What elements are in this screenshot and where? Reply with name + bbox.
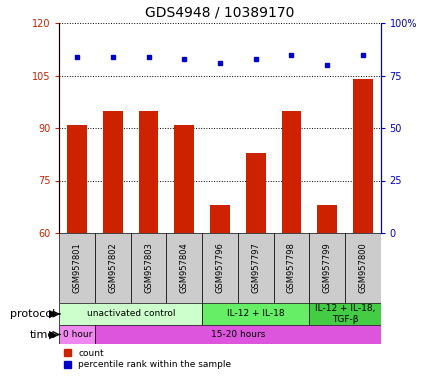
FancyBboxPatch shape — [95, 325, 381, 344]
FancyBboxPatch shape — [59, 233, 95, 303]
Bar — [139, 111, 158, 233]
FancyBboxPatch shape — [309, 233, 345, 303]
FancyBboxPatch shape — [131, 233, 166, 303]
Text: GSM957802: GSM957802 — [108, 243, 117, 293]
FancyBboxPatch shape — [95, 233, 131, 303]
FancyBboxPatch shape — [59, 303, 202, 325]
Bar — [175, 124, 194, 233]
FancyBboxPatch shape — [309, 303, 381, 325]
Text: GSM957803: GSM957803 — [144, 243, 153, 293]
FancyBboxPatch shape — [238, 233, 274, 303]
Legend: count, percentile rank within the sample: count, percentile rank within the sample — [64, 349, 231, 369]
Bar — [353, 79, 373, 233]
Text: ▶: ▶ — [49, 309, 57, 319]
Text: IL-12 + IL-18,
TGF-β: IL-12 + IL-18, TGF-β — [315, 304, 375, 324]
Text: GDS4948 / 10389170: GDS4948 / 10389170 — [145, 5, 295, 19]
Bar — [246, 152, 265, 233]
FancyBboxPatch shape — [345, 233, 381, 303]
FancyBboxPatch shape — [166, 233, 202, 303]
Text: ▶: ▶ — [49, 329, 57, 339]
Bar — [282, 111, 301, 233]
Text: GSM957798: GSM957798 — [287, 243, 296, 293]
Text: GSM957796: GSM957796 — [216, 243, 224, 293]
Text: GSM957804: GSM957804 — [180, 243, 189, 293]
FancyBboxPatch shape — [59, 325, 95, 344]
Text: GSM957800: GSM957800 — [358, 243, 367, 293]
Text: IL-12 + IL-18: IL-12 + IL-18 — [227, 310, 285, 318]
FancyBboxPatch shape — [274, 233, 309, 303]
FancyBboxPatch shape — [202, 233, 238, 303]
Bar — [317, 205, 337, 233]
Text: GSM957801: GSM957801 — [73, 243, 82, 293]
FancyBboxPatch shape — [202, 303, 309, 325]
Text: protocol: protocol — [10, 309, 55, 319]
Text: GSM957797: GSM957797 — [251, 243, 260, 293]
Bar — [103, 111, 123, 233]
Bar — [210, 205, 230, 233]
Text: 0 hour: 0 hour — [62, 330, 92, 339]
Text: GSM957799: GSM957799 — [323, 243, 332, 293]
Text: time: time — [30, 329, 55, 339]
Text: 15-20 hours: 15-20 hours — [211, 330, 265, 339]
Text: unactivated control: unactivated control — [87, 310, 175, 318]
Bar — [67, 124, 87, 233]
